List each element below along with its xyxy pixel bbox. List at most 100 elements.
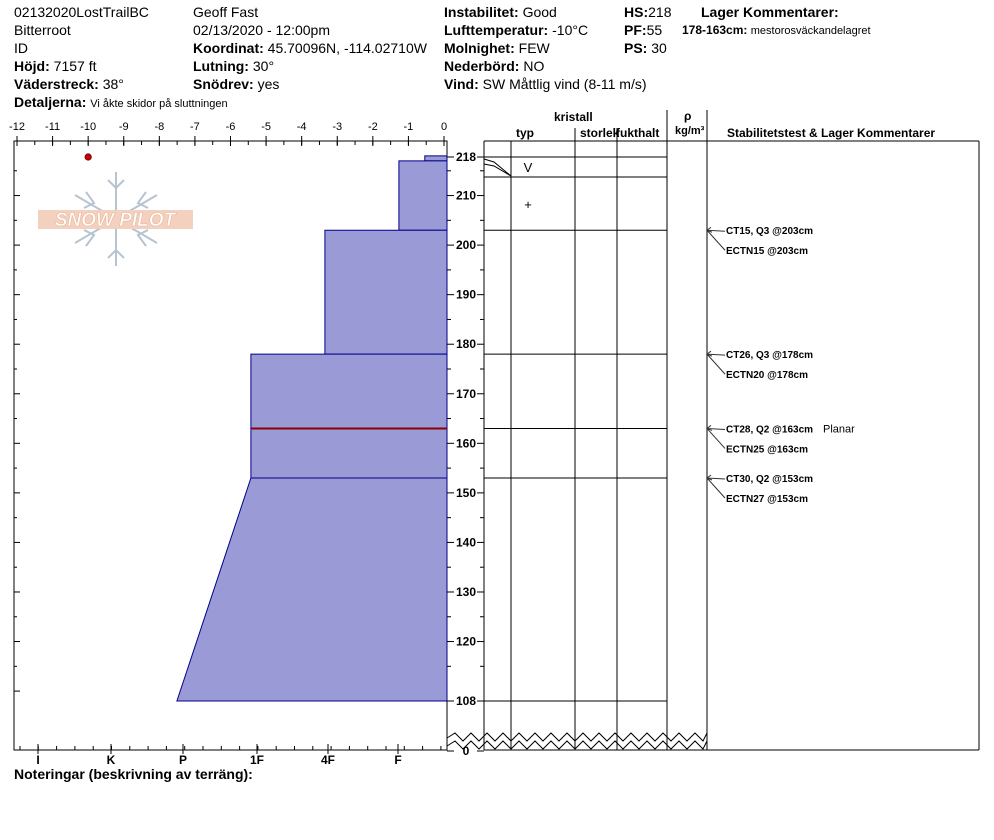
height-label: 200 <box>456 238 476 252</box>
height-labels: 218 210 200 190 180 170 160 150 140 130 120 108 0 <box>447 150 484 758</box>
air-temp: Lufttemperatur: -10°C <box>444 22 589 38</box>
hardness-tick-label: 4F <box>321 753 335 767</box>
temp-tick-label: -8 <box>154 121 164 133</box>
temperature-points <box>84 153 92 161</box>
temp-tick-label: -1 <box>404 121 414 133</box>
coordinates: Koordinat: 45.70096N, -114.02710W <box>193 40 427 56</box>
hardness-layer-4 <box>250 427 448 479</box>
test-arrow <box>706 477 726 499</box>
test-comment: Planar <box>823 423 855 435</box>
hs: HS:218 <box>624 4 672 20</box>
crystal-table <box>446 110 980 751</box>
header-col3: Instabilitet: Good Lufttemperatur: -10°C… <box>444 3 647 93</box>
hardness-layer-0 <box>424 155 448 162</box>
height-label: 0 <box>463 744 470 758</box>
layer-comment: 178-163cm: mestorosväckandelagret <box>682 23 871 37</box>
test-label: CT28, Q2 @163cm <box>726 424 813 435</box>
hardness-layer-5 <box>176 477 448 702</box>
observer: Geoff Fast <box>193 4 259 20</box>
hardness-tick-label: P <box>179 753 187 767</box>
hardness-axis: I K P 1F 4F F <box>19 744 442 767</box>
test-arrow <box>706 353 726 356</box>
test-label: CT15, Q3 @203cm <box>726 226 813 237</box>
sky-cover: Molnighet: FEW <box>444 40 550 56</box>
typ-header: typ <box>516 126 534 140</box>
height-label: 108 <box>456 694 476 708</box>
hardness-layer-1 <box>398 160 448 231</box>
temp-tick-label: -9 <box>119 121 129 133</box>
stability-tests: CT15, Q3 @203cm ECTN15 @203cm CT26, Q3 @17… <box>705 226 855 505</box>
temp-tick-label: -6 <box>226 121 236 133</box>
aspect: Väderstreck: 38° <box>14 76 124 92</box>
test-label: ECTN27 @153cm <box>726 494 808 505</box>
wind: Vind: SW Måttlig vind (8-11 m/s) <box>444 76 647 92</box>
temp-tick-label: -4 <box>297 121 307 133</box>
temp-tick-label: -2 <box>368 121 378 133</box>
slope: Lutning: 30° <box>193 58 275 74</box>
grain-symbol: + <box>524 197 532 212</box>
height-label: 120 <box>456 635 476 649</box>
height-label: 210 <box>456 189 476 203</box>
layer-connector <box>483 163 512 177</box>
hardness-tick-label: F <box>394 753 401 767</box>
details: Detaljerna: Vi åkte skidor på sluttninge… <box>14 94 228 110</box>
test-label: ECTN15 @203cm <box>726 246 808 257</box>
temp-tick-label: -5 <box>261 121 271 133</box>
elevation: Höjd: 7157 ft <box>14 58 97 74</box>
temp-tick-label: -3 <box>332 121 342 133</box>
height-label: 190 <box>456 288 476 302</box>
snowpilot-logo: SNOW PILOT <box>38 172 193 266</box>
layer-connector <box>483 158 512 177</box>
height-label: 170 <box>456 387 476 401</box>
header-col4: HS:218 PF:55 PS: 30 <box>624 3 671 57</box>
temperature-point <box>84 153 92 161</box>
storlek-header: storlek <box>580 126 620 140</box>
height-label: 218 <box>456 150 476 164</box>
snowdrift: Snödrev: yes <box>193 76 280 92</box>
site-name: 02132020LostTrailBC <box>14 4 149 20</box>
hardness-layer-3 <box>250 353 448 429</box>
temp-tick-label: -10 <box>80 121 96 133</box>
height-label: 140 <box>456 535 476 549</box>
grain-symbol: V <box>524 160 533 175</box>
test-arrow <box>706 427 726 430</box>
test-label: ECTN25 @163cm <box>726 444 808 455</box>
stability: Instabilitet: Good <box>444 4 557 20</box>
height-label: 150 <box>456 486 476 500</box>
test-arrow <box>706 477 726 480</box>
header-col1: 02132020LostTrailBC Bitterroot ID Höjd: … <box>14 3 228 113</box>
hardness-tick-label: 1F <box>250 753 264 767</box>
temp-tick-label: -11 <box>45 121 60 133</box>
precipitation: Nederbörd: NO <box>444 58 545 74</box>
test-arrow <box>706 229 726 232</box>
header-col2: Geoff Fast 02/13/2020 - 12:00pm Koordina… <box>193 3 427 93</box>
temp-tick-label: 0 <box>441 121 447 133</box>
datetime: 02/13/2020 - 12:00pm <box>193 22 330 38</box>
test-arrow <box>706 428 726 449</box>
kristall-header: kristall <box>554 110 593 124</box>
temp-tick-label: -7 <box>190 121 200 133</box>
hardness-tick-label: I <box>36 753 39 767</box>
hardness-layers <box>176 155 448 702</box>
notes-label: Noteringar (beskrivning av terräng): <box>14 766 253 782</box>
left-height-ticks <box>14 170 20 692</box>
hardness-tick-label: K <box>107 753 116 767</box>
test-label: CT30, Q2 @153cm <box>726 474 813 485</box>
test-label: ECTN20 @178cm <box>726 370 808 381</box>
stability-header: Stabilitetstest & Lager Kommentarer <box>727 126 935 140</box>
pf: PF:55 <box>624 22 663 38</box>
height-label: 180 <box>456 337 476 351</box>
axis-break-line <box>446 732 708 742</box>
hardness-layer-2 <box>324 229 448 355</box>
density-unit-header: kg/m³ <box>675 125 705 137</box>
axis-break-line <box>446 740 708 750</box>
temp-tick-label: -12 <box>9 121 25 133</box>
test-label: CT26, Q3 @178cm <box>726 350 813 361</box>
height-label: 130 <box>456 585 476 599</box>
ps: PS: 30 <box>624 40 667 56</box>
rho-header: ρ <box>684 109 691 123</box>
range-name: Bitterroot <box>14 22 71 38</box>
temperature-axis: -12 -11 -10 -9 -8 -7 -6 -5 -4 -3 -2 -1 0 <box>9 121 447 146</box>
layer-comments-title: Lager Kommentarer: <box>701 4 839 20</box>
